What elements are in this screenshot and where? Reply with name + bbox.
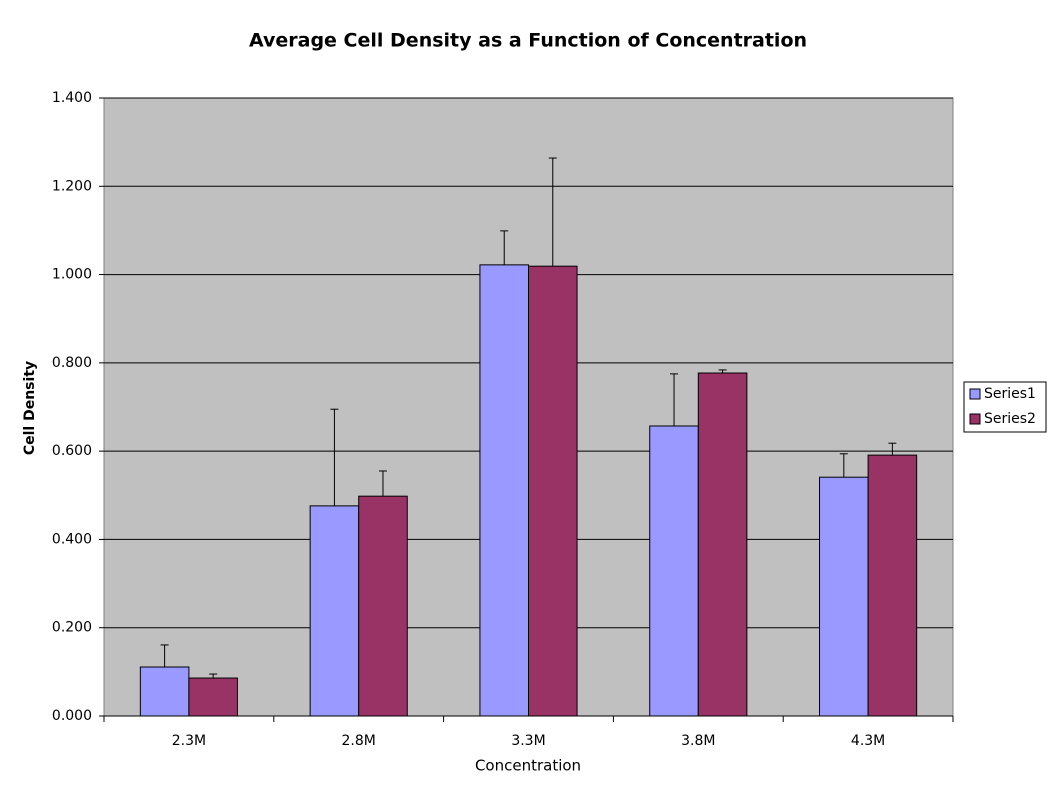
x-tick-label: 3.3M bbox=[511, 733, 545, 749]
error-bar bbox=[839, 453, 848, 478]
y-axis-title: Cell Density bbox=[22, 361, 38, 455]
legend-swatch bbox=[969, 388, 981, 400]
y-tick-label: 0.200 bbox=[52, 620, 92, 636]
x-tick-label: 2.3M bbox=[172, 733, 206, 749]
bar bbox=[697, 372, 748, 717]
bar bbox=[139, 666, 190, 717]
bar bbox=[358, 495, 408, 717]
y-tick-label: 1.000 bbox=[52, 267, 92, 283]
y-tick-label: 1.400 bbox=[52, 90, 92, 106]
error-bar bbox=[209, 673, 218, 679]
x-tick-label: 4.3M bbox=[851, 733, 885, 749]
bar bbox=[479, 264, 529, 717]
legend-label: Series2 bbox=[984, 411, 1036, 427]
y-tick-label: 0.800 bbox=[52, 355, 92, 371]
error-bar bbox=[160, 644, 169, 668]
x-axis-title: Concentration bbox=[475, 757, 581, 775]
bar bbox=[649, 425, 699, 717]
error-bar bbox=[718, 369, 727, 374]
error-bar bbox=[670, 373, 679, 426]
y-tick-label: 0.400 bbox=[52, 531, 92, 547]
error-bar bbox=[888, 442, 897, 456]
bar bbox=[188, 677, 238, 717]
error-bar bbox=[548, 157, 557, 267]
error-bar bbox=[500, 230, 509, 265]
x-tick-label: 3.8M bbox=[681, 733, 715, 749]
y-tick-label: 1.200 bbox=[52, 178, 92, 194]
bar bbox=[867, 454, 918, 717]
error-bar bbox=[378, 470, 387, 497]
y-tick-label: 0.600 bbox=[52, 443, 92, 459]
y-tick-label: 0.000 bbox=[52, 708, 92, 724]
legend-label: Series1 bbox=[984, 386, 1036, 402]
bar bbox=[528, 265, 578, 717]
x-tick-label: 2.8M bbox=[342, 733, 376, 749]
error-bar bbox=[330, 408, 339, 506]
bar bbox=[309, 505, 360, 717]
chart-title: Average Cell Density as a Function of Co… bbox=[249, 30, 807, 52]
bar bbox=[819, 476, 869, 717]
legend-swatch bbox=[969, 413, 981, 425]
